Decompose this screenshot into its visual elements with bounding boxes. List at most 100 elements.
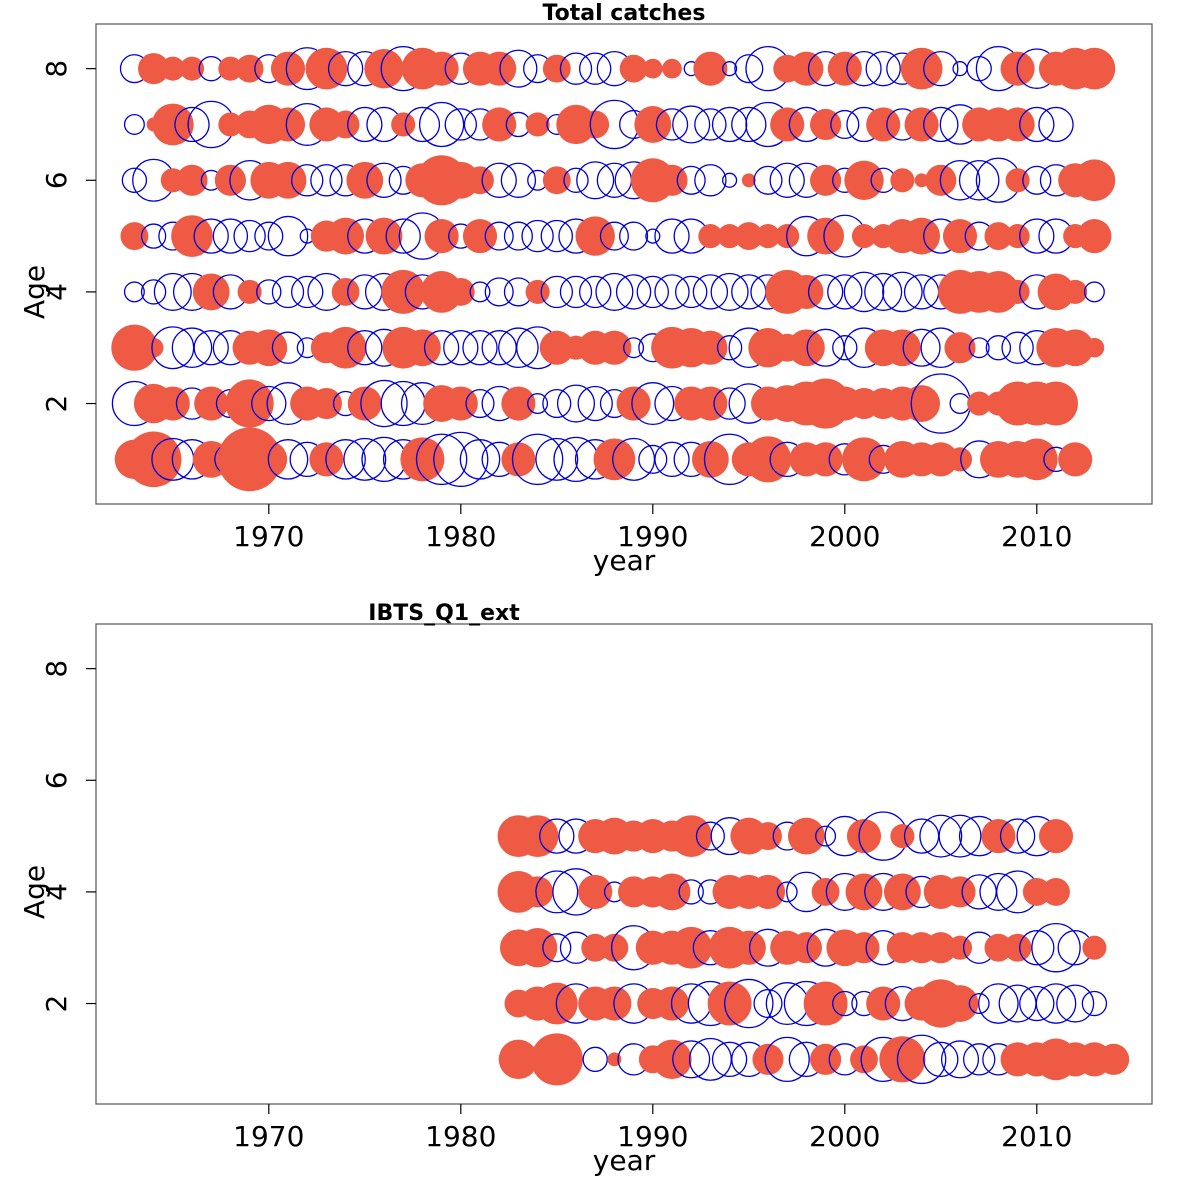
bubble-positive — [143, 337, 164, 358]
bubble-positive — [811, 877, 840, 906]
bubble-positive — [652, 1039, 692, 1080]
y-tick-label: 8 — [40, 660, 73, 678]
bubble-negative — [655, 108, 689, 141]
bubble-positive — [1005, 279, 1030, 304]
bubble-negative — [688, 1037, 732, 1081]
bubble-negative — [404, 106, 441, 143]
bubble-negative — [864, 272, 903, 311]
bubble-positive — [846, 819, 882, 854]
bubble-positive — [1038, 819, 1074, 854]
bubble-negative — [978, 983, 1019, 1024]
y-tick-label: 2 — [40, 995, 73, 1013]
bubble-positive — [903, 217, 941, 255]
bubble-positive — [981, 819, 1016, 854]
bubble-negative — [769, 162, 805, 198]
bubble-positive — [581, 110, 610, 139]
bubble-positive — [482, 51, 517, 86]
bubble-negative — [327, 50, 364, 87]
bubble-negative — [678, 879, 704, 905]
bubble-negative — [638, 444, 668, 474]
bubble-positive — [903, 385, 941, 422]
bubble-negative — [582, 1046, 608, 1073]
bubble-negative — [1038, 106, 1074, 143]
bubble-negative — [527, 393, 549, 415]
bubble-positive — [842, 437, 886, 482]
bubble-negative — [716, 335, 743, 361]
bubble-negative — [1019, 985, 1055, 1022]
bubble-negative — [444, 108, 478, 141]
bubble-positive — [1073, 47, 1116, 90]
bubble-positive — [790, 932, 822, 964]
bubble-negative — [694, 108, 727, 141]
bubble-positive — [578, 874, 613, 909]
bubble-positive — [670, 926, 713, 969]
bubble-negative — [636, 275, 670, 309]
bubble-positive — [616, 386, 651, 421]
bubble-positive — [446, 277, 475, 306]
bubble-positive — [542, 54, 571, 83]
bubble-positive — [1082, 935, 1107, 960]
bubble-positive — [331, 277, 360, 306]
bubble-negative — [556, 384, 596, 423]
bubble-negative — [540, 275, 574, 309]
bubble-positive — [789, 51, 824, 86]
bubble-negative — [325, 439, 366, 480]
bubble-negative — [919, 814, 963, 858]
bubble-positive — [347, 386, 382, 421]
bubble-negative — [443, 330, 479, 366]
bubble-negative — [731, 106, 767, 143]
bubble-positive — [803, 981, 848, 1026]
x-tick-label: 1990 — [617, 520, 688, 553]
bubble-negative — [577, 385, 613, 422]
bubble-negative — [254, 221, 284, 251]
bubble-positive — [789, 274, 824, 309]
bubble-positive — [734, 222, 763, 251]
bubble-negative — [753, 988, 783, 1019]
bubble-negative — [940, 1040, 980, 1079]
bubble-negative — [465, 388, 495, 419]
bubble-positive — [1005, 224, 1030, 249]
bubble-negative — [830, 109, 860, 140]
bubble-positive — [111, 324, 158, 371]
bubble-negative — [619, 221, 649, 251]
bubble-negative — [654, 441, 690, 478]
bubble-negative — [731, 274, 767, 310]
bubble-negative — [462, 330, 498, 366]
bubble-negative — [347, 106, 383, 143]
bubble-positive — [424, 51, 459, 86]
bubble-positive — [171, 215, 213, 257]
x-axis-label: year — [593, 544, 656, 577]
bubble-positive — [516, 815, 559, 857]
bubble-negative — [721, 172, 738, 188]
bubble-positive — [530, 1033, 583, 1086]
bubble-positive — [844, 160, 884, 200]
bubble-positive — [810, 164, 842, 196]
bubble-positive — [466, 166, 494, 195]
bubble-negative — [140, 279, 167, 305]
bubble-positive — [525, 279, 550, 304]
bubble-positive — [1015, 438, 1058, 481]
bubble-positive — [879, 1036, 926, 1083]
bubble-negative — [949, 393, 971, 415]
bubble-negative — [672, 105, 711, 144]
bubble-positive — [850, 1045, 878, 1074]
bubble-negative — [459, 439, 501, 480]
bubble-negative — [999, 818, 1036, 854]
bubble-positive — [662, 58, 682, 79]
bubble-negative — [966, 55, 992, 82]
bubble-positive — [941, 985, 979, 1022]
bubble-positive — [770, 107, 805, 142]
bubble-positive — [904, 107, 939, 142]
bubble-negative — [578, 52, 612, 85]
bubble-positive — [498, 1039, 539, 1080]
bubble-negative — [271, 275, 305, 309]
bubble-positive — [755, 224, 781, 249]
bubble-negative — [1022, 165, 1052, 195]
bubble-positive — [731, 930, 766, 965]
bubble-negative — [267, 215, 309, 257]
bubble-negative — [654, 218, 690, 254]
bubble-positive — [947, 447, 973, 472]
bubble-negative — [539, 818, 575, 854]
bubble-positive — [581, 933, 610, 962]
bubble-negative — [542, 388, 572, 419]
